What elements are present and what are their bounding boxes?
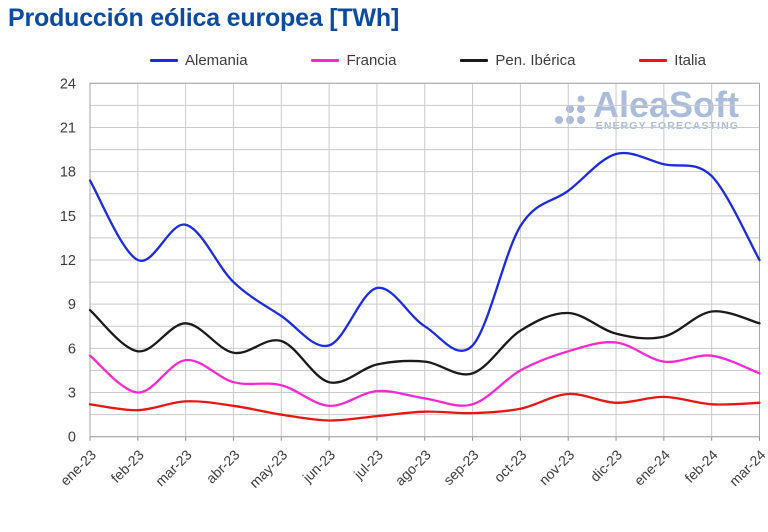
legend-label-alemania: Alemania <box>185 52 248 69</box>
y-tick-label: 24 <box>60 76 76 92</box>
legend-label-pen-iberica: Pen. Ibérica <box>495 52 576 69</box>
series-line-alemania <box>88 151 761 352</box>
series-line-pen-ib-rica <box>88 308 761 384</box>
legend-item-francia: Francia <box>311 52 396 69</box>
x-tick-label: dic-23 <box>587 446 625 484</box>
x-tick-label: feb-24 <box>681 446 721 486</box>
legend-swatch-francia-icon <box>311 59 340 62</box>
y-tick-label: 18 <box>60 165 76 181</box>
y-tick-label: 12 <box>60 253 76 269</box>
x-tick-label: ago-23 <box>392 446 434 488</box>
legend-swatch-pen-iberica-icon <box>460 59 489 62</box>
series-line-italia <box>88 392 761 422</box>
legend-item-italia: Italia <box>639 52 706 69</box>
x-tick-label: jul-23 <box>350 446 386 482</box>
series-line-francia <box>88 341 761 407</box>
y-tick-label: 6 <box>68 341 76 357</box>
chart-title: Producción eólica europea [TWh] <box>8 4 400 32</box>
y-tick-label: 3 <box>68 386 76 402</box>
x-tick-label: abr-23 <box>203 446 243 486</box>
x-tick-label: ene-23 <box>57 446 99 488</box>
legend-item-alemania: Alemania <box>150 52 248 69</box>
x-tick-label: oct-23 <box>491 446 530 485</box>
x-tick-label: ene-24 <box>631 446 673 488</box>
y-tick-label: 0 <box>68 430 76 446</box>
chart-legend: Alemania Francia Pen. Ibérica Italia <box>150 52 706 69</box>
x-tick-label: nov-23 <box>536 446 578 488</box>
y-tick-label: 15 <box>60 209 76 225</box>
x-tick-label: mar-24 <box>726 446 768 489</box>
legend-swatch-italia-icon <box>639 59 668 62</box>
legend-swatch-alemania-icon <box>150 59 178 62</box>
x-tick-label: mar-23 <box>152 446 195 489</box>
legend-label-francia: Francia <box>346 52 397 69</box>
y-tick-label: 21 <box>60 120 76 136</box>
x-tick-label: jun-23 <box>299 446 339 486</box>
legend-label-italia: Italia <box>674 52 706 69</box>
x-tick-label: feb-23 <box>108 446 148 486</box>
x-tick-label: may-23 <box>246 446 290 490</box>
x-tick-label: sep-23 <box>440 446 482 488</box>
legend-item-pen-iberica: Pen. Ibérica <box>460 52 575 69</box>
y-tick-label: 9 <box>68 297 76 313</box>
